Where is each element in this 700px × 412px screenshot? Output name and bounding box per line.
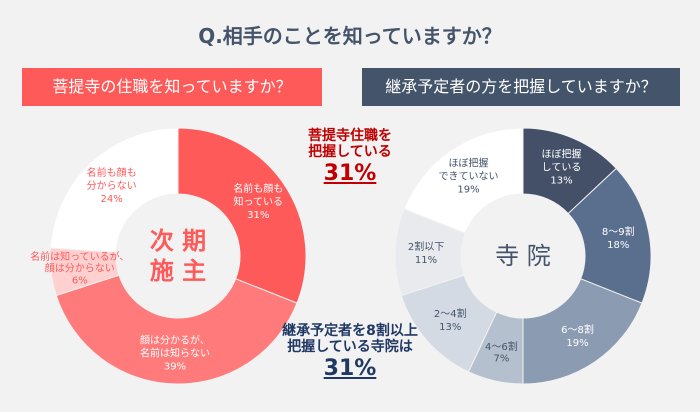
donut-slice bbox=[522, 278, 643, 385]
slice-label: ほぼ把握している 13% bbox=[542, 147, 582, 186]
annotation-right: 継承予定者を8割以上 把握している寺院は 31% bbox=[272, 323, 428, 383]
slice-label: 6～8割 19% bbox=[561, 323, 594, 349]
donut-slice bbox=[49, 127, 179, 253]
right-chart-header: 継承予定者の方を把握していますか？ bbox=[362, 68, 680, 106]
slice-label: 名前も顔も知っている 31% bbox=[233, 182, 283, 221]
slice-label: 2～4割 13% bbox=[434, 307, 467, 333]
annotation-right-line1: 継承予定者を8割以上 bbox=[282, 323, 418, 339]
donut-slice bbox=[567, 167, 652, 304]
center-label: 施 主 bbox=[150, 257, 206, 285]
center-label: 次 期 bbox=[150, 227, 206, 255]
donut-slice bbox=[403, 127, 524, 234]
slice-label: 顔は分かるが、名前は知らない 39% bbox=[140, 333, 210, 372]
annotation-left: 菩提寺住職を 把握している 31% bbox=[292, 128, 408, 188]
donut-slice bbox=[177, 127, 307, 304]
slice-label: ほぼ把握できていない 19% bbox=[438, 156, 498, 195]
annotation-right-value: 31% bbox=[323, 356, 377, 381]
slice-label: 2割以下 11% bbox=[408, 240, 444, 266]
slice-label: 4～6割 7% bbox=[485, 340, 518, 365]
page-title: Q.相手のことを知っていますか？ bbox=[198, 24, 502, 48]
center-label: 寺 院 bbox=[495, 242, 551, 270]
slice-label: 名前も顔も分からない 24% bbox=[87, 166, 137, 205]
annotation-left-value: 31% bbox=[323, 161, 377, 186]
donut-slice bbox=[55, 274, 298, 385]
slice-label: 8～9割 18% bbox=[602, 225, 635, 251]
annotation-left-line2: 把握している bbox=[308, 144, 392, 160]
left-chart-header: 菩提寺の住職を知っていますか？ bbox=[22, 68, 322, 106]
annotation-left-line1: 菩提寺住職を bbox=[308, 128, 392, 144]
annotation-right-line2: 把握している寺院は bbox=[287, 339, 413, 355]
slice-label: 名前は知っているが、顔は分からない 6% bbox=[30, 250, 129, 286]
